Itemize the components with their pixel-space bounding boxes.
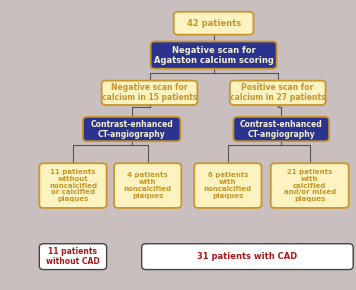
Text: Positive scan for
calcium in 27 patients: Positive scan for calcium in 27 patients [230, 83, 325, 102]
FancyBboxPatch shape [102, 81, 197, 105]
Text: Negative scan for
Agatston calcium scoring: Negative scan for Agatston calcium scori… [154, 46, 273, 65]
Text: Contrast-enhanced
CT-angiography: Contrast-enhanced CT-angiography [240, 119, 323, 139]
FancyBboxPatch shape [174, 12, 253, 35]
FancyBboxPatch shape [230, 81, 325, 105]
Text: Negative scan for
calcium in 15 patients: Negative scan for calcium in 15 patients [102, 83, 197, 102]
Text: 31 patients with CAD: 31 patients with CAD [197, 252, 298, 261]
Text: 42 patients: 42 patients [187, 19, 241, 28]
Text: 21 patients
with
calcified
and/or mixed
plaques: 21 patients with calcified and/or mixed … [284, 169, 336, 202]
Text: 4 patients
with
noncalcified
plaques: 4 patients with noncalcified plaques [124, 173, 172, 199]
FancyBboxPatch shape [39, 244, 107, 270]
FancyBboxPatch shape [83, 117, 180, 141]
Text: Contrast-enhanced
CT-angiography: Contrast-enhanced CT-angiography [90, 119, 173, 139]
FancyBboxPatch shape [114, 163, 181, 208]
FancyBboxPatch shape [194, 163, 261, 208]
FancyBboxPatch shape [142, 244, 353, 270]
Text: 11 patients
without
noncalcified
or calcified
plaques: 11 patients without noncalcified or calc… [49, 169, 97, 202]
Text: 6 patients
with
noncalcified
plaques: 6 patients with noncalcified plaques [204, 173, 252, 199]
FancyBboxPatch shape [234, 117, 329, 141]
FancyBboxPatch shape [271, 163, 349, 208]
FancyBboxPatch shape [39, 163, 107, 208]
Text: 11 patients
without CAD: 11 patients without CAD [46, 247, 100, 266]
FancyBboxPatch shape [151, 41, 277, 69]
